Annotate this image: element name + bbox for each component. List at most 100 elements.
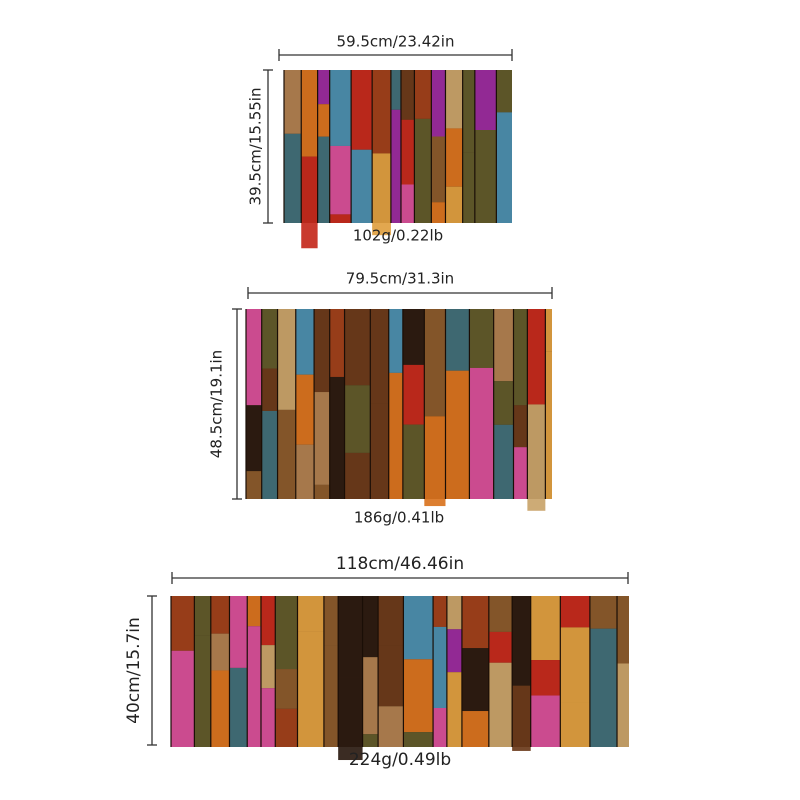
plank xyxy=(229,596,248,668)
plank xyxy=(493,424,514,499)
plank xyxy=(370,403,389,499)
plank xyxy=(275,708,298,747)
plank xyxy=(474,70,497,131)
plank xyxy=(295,444,315,499)
plank xyxy=(462,70,475,153)
plank xyxy=(446,672,462,747)
plank xyxy=(329,145,352,215)
plank xyxy=(317,70,330,105)
plank xyxy=(513,447,528,499)
weight-label: 224g/0.49lb xyxy=(349,750,451,770)
plank xyxy=(260,596,276,646)
plank xyxy=(246,405,262,472)
plank xyxy=(617,596,629,664)
plank xyxy=(194,596,211,636)
plank xyxy=(488,662,513,747)
plank xyxy=(378,596,404,646)
width-label: 59.5cm/23.42in xyxy=(337,33,455,51)
plank xyxy=(329,376,345,499)
plank xyxy=(400,184,415,223)
plank xyxy=(589,596,618,629)
plank xyxy=(329,214,352,223)
plank xyxy=(513,405,528,448)
plank xyxy=(414,118,432,223)
plank xyxy=(402,424,425,499)
height-label: 39.5cm/15.55in xyxy=(247,88,265,206)
plank xyxy=(261,368,278,411)
plank xyxy=(433,596,447,627)
plank xyxy=(527,404,546,511)
plank xyxy=(247,626,261,747)
plank xyxy=(246,309,262,406)
plank xyxy=(314,309,330,393)
plank xyxy=(260,645,276,689)
plank xyxy=(445,309,470,371)
plank xyxy=(469,367,494,499)
plank xyxy=(210,670,230,747)
plank xyxy=(210,633,230,671)
rug-image xyxy=(283,70,512,249)
plank xyxy=(351,70,373,150)
weight-label: 102g/0.22lb xyxy=(353,227,443,245)
plank xyxy=(493,381,514,425)
plank xyxy=(194,635,211,747)
plank xyxy=(431,70,446,137)
plank xyxy=(378,706,404,747)
plank xyxy=(403,596,434,660)
plank xyxy=(372,153,391,236)
plank xyxy=(512,685,531,751)
plank xyxy=(260,688,276,747)
plank xyxy=(512,596,531,686)
plank xyxy=(496,112,512,223)
plank xyxy=(414,70,432,119)
plank xyxy=(560,596,590,628)
plank xyxy=(390,70,401,110)
plank xyxy=(445,186,463,223)
plank xyxy=(617,663,629,747)
plank xyxy=(488,596,513,632)
plank xyxy=(210,596,230,634)
plank xyxy=(530,660,561,696)
plank xyxy=(338,596,363,678)
plank xyxy=(445,370,470,499)
rug-image xyxy=(170,596,629,761)
plank xyxy=(462,152,475,223)
plank xyxy=(362,596,379,658)
plank xyxy=(446,629,462,673)
plank xyxy=(351,149,373,223)
plank xyxy=(171,650,195,747)
plank xyxy=(275,669,298,709)
plank xyxy=(390,109,401,223)
plank xyxy=(461,596,489,649)
plank xyxy=(229,667,248,747)
plank xyxy=(445,128,463,187)
plank xyxy=(362,734,379,747)
plank xyxy=(314,484,330,499)
plank xyxy=(277,409,296,499)
plank xyxy=(301,70,318,157)
plank xyxy=(388,309,403,373)
plank xyxy=(545,351,552,499)
plank xyxy=(388,372,403,499)
plank xyxy=(461,711,489,747)
plank xyxy=(461,648,489,712)
plank xyxy=(433,708,447,747)
plank xyxy=(488,631,513,663)
plank xyxy=(329,70,352,146)
plank xyxy=(403,732,434,747)
plank xyxy=(496,70,512,113)
plank xyxy=(317,104,330,137)
plank xyxy=(372,70,391,154)
height-label: 40cm/15.7in xyxy=(124,617,144,724)
plank xyxy=(493,309,514,382)
plank xyxy=(545,309,552,352)
plank xyxy=(314,392,330,485)
rug-image xyxy=(245,309,552,511)
plank xyxy=(261,410,278,499)
plank xyxy=(402,364,425,425)
plank xyxy=(431,136,446,203)
plank xyxy=(297,596,324,632)
plank xyxy=(275,596,298,670)
plank xyxy=(445,70,463,129)
